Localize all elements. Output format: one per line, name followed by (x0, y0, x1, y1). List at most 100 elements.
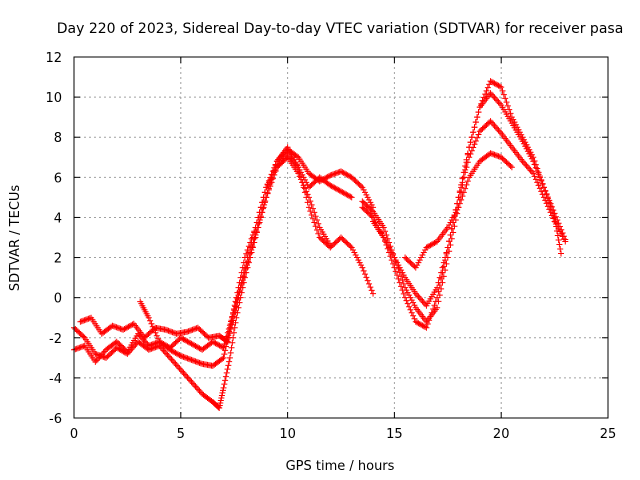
data-point (403, 297, 410, 304)
data-point (171, 359, 178, 366)
data-point (552, 220, 559, 227)
data-point (261, 189, 268, 196)
data-point (459, 179, 466, 186)
data-point (73, 345, 80, 352)
data-point (200, 329, 207, 336)
data-point (305, 184, 312, 191)
data-point (406, 303, 413, 310)
data-point (92, 350, 99, 357)
data-point (527, 153, 534, 160)
data-point (363, 274, 370, 281)
data-point (256, 216, 263, 223)
data-point (84, 316, 91, 323)
data-point (221, 351, 228, 358)
data-point (116, 341, 123, 348)
data-point (192, 383, 199, 390)
data-point (226, 358, 233, 365)
data-point (352, 252, 359, 259)
data-point (276, 161, 283, 168)
data-point (169, 329, 176, 336)
data-point (111, 347, 118, 354)
data-point (79, 332, 86, 339)
data-point (82, 316, 89, 323)
data-point (423, 324, 430, 331)
data-point (491, 94, 498, 101)
data-point (548, 212, 555, 219)
data-point (408, 297, 415, 304)
data-point (364, 203, 371, 210)
data-point (183, 354, 190, 361)
data-point (436, 274, 443, 281)
data-point (224, 329, 231, 336)
data-point (104, 353, 111, 360)
data-point (151, 326, 158, 333)
data-point (526, 150, 533, 157)
data-point (315, 220, 322, 227)
data-point (240, 273, 247, 280)
series-track-8 (402, 150, 515, 271)
data-point (332, 170, 339, 177)
y-tick-label: 12 (45, 51, 62, 66)
data-point (271, 167, 278, 174)
data-point (448, 235, 455, 242)
data-point (444, 224, 451, 231)
data-point (352, 178, 359, 185)
data-point (447, 242, 454, 249)
data-point (555, 237, 562, 244)
data-point (348, 194, 355, 201)
data-point (400, 290, 407, 297)
data-point (503, 99, 510, 106)
data-point (225, 326, 232, 333)
data-point (303, 179, 310, 186)
data-point (153, 332, 160, 339)
data-point (483, 121, 490, 128)
data-point (498, 154, 505, 161)
data-point (420, 249, 427, 256)
data-point (116, 325, 123, 332)
data-point (458, 184, 465, 191)
data-point (499, 155, 506, 162)
data-point (77, 318, 84, 325)
data-point (446, 238, 453, 245)
data-point (117, 342, 124, 349)
data-point (368, 287, 375, 294)
data-point (168, 343, 175, 350)
data-point (230, 310, 237, 317)
data-point (72, 326, 79, 333)
data-point (81, 317, 88, 324)
data-point (272, 162, 279, 169)
data-point (562, 238, 569, 245)
data-point (538, 188, 545, 195)
data-point (380, 234, 387, 241)
data-point (550, 215, 557, 222)
data-point (80, 343, 87, 350)
data-point (261, 201, 268, 208)
data-point (410, 312, 417, 319)
data-point (364, 194, 371, 201)
data-point (296, 173, 303, 180)
data-point (435, 298, 442, 305)
data-point (368, 201, 375, 208)
data-point (319, 237, 326, 244)
data-point (488, 150, 495, 157)
data-point (335, 237, 342, 244)
data-point (510, 116, 517, 123)
data-point (193, 358, 200, 365)
data-point (355, 257, 362, 264)
data-point (492, 124, 499, 131)
series-track-5 (359, 78, 565, 331)
data-point (289, 154, 296, 161)
data-point (242, 265, 249, 272)
data-point (467, 151, 474, 158)
data-point (408, 260, 415, 267)
series-track-1 (71, 150, 377, 411)
data-point (367, 199, 374, 206)
data-point (351, 176, 358, 183)
data-point (142, 333, 149, 340)
data-point (407, 259, 414, 266)
data-point (165, 327, 172, 334)
data-point (168, 356, 175, 363)
data-point (557, 246, 564, 253)
data-point (535, 182, 542, 189)
data-point (432, 239, 439, 246)
